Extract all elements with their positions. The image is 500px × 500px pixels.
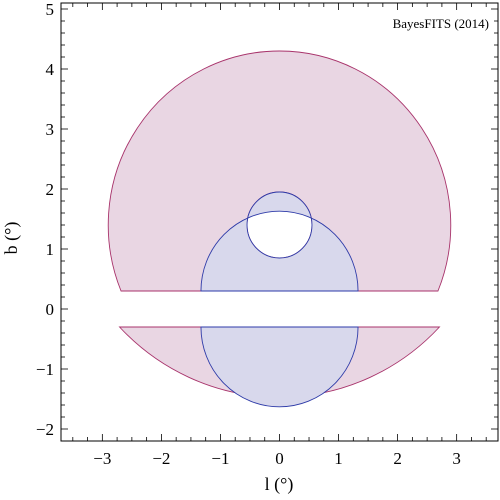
x-tick-label: −2 — [152, 449, 170, 468]
y-tick-label: 2 — [46, 180, 55, 199]
region-inner-upper — [200, 191, 359, 292]
region-outer-upper — [107, 50, 452, 292]
y-tick-label: 5 — [46, 0, 55, 19]
y-tick-label: 1 — [46, 240, 55, 259]
y-tick-label: −1 — [36, 360, 54, 379]
y-tick-label: −2 — [36, 420, 54, 439]
x-tick-label: −1 — [211, 449, 229, 468]
x-tick-label: −3 — [93, 449, 111, 468]
x-tick-label: 3 — [452, 449, 461, 468]
axis-ticks: −3 −2 −1 0 1 2 3 −2 −1 0 1 2 3 4 5 — [36, 0, 498, 468]
y-axis-label: b (°) — [1, 222, 22, 255]
y-tick-label: 0 — [46, 300, 55, 319]
y-tick-label: 3 — [46, 120, 55, 139]
x-tick-label: 1 — [334, 449, 343, 468]
x-tick-label: 2 — [393, 449, 402, 468]
chart-regions — [107, 50, 452, 408]
region-inner-lower — [200, 326, 359, 408]
x-tick-label: 0 — [275, 449, 284, 468]
chart-annotation: BayesFITS (2014) — [393, 16, 489, 31]
y-tick-label: 4 — [46, 60, 55, 79]
x-axis-label: l (°) — [265, 474, 294, 495]
